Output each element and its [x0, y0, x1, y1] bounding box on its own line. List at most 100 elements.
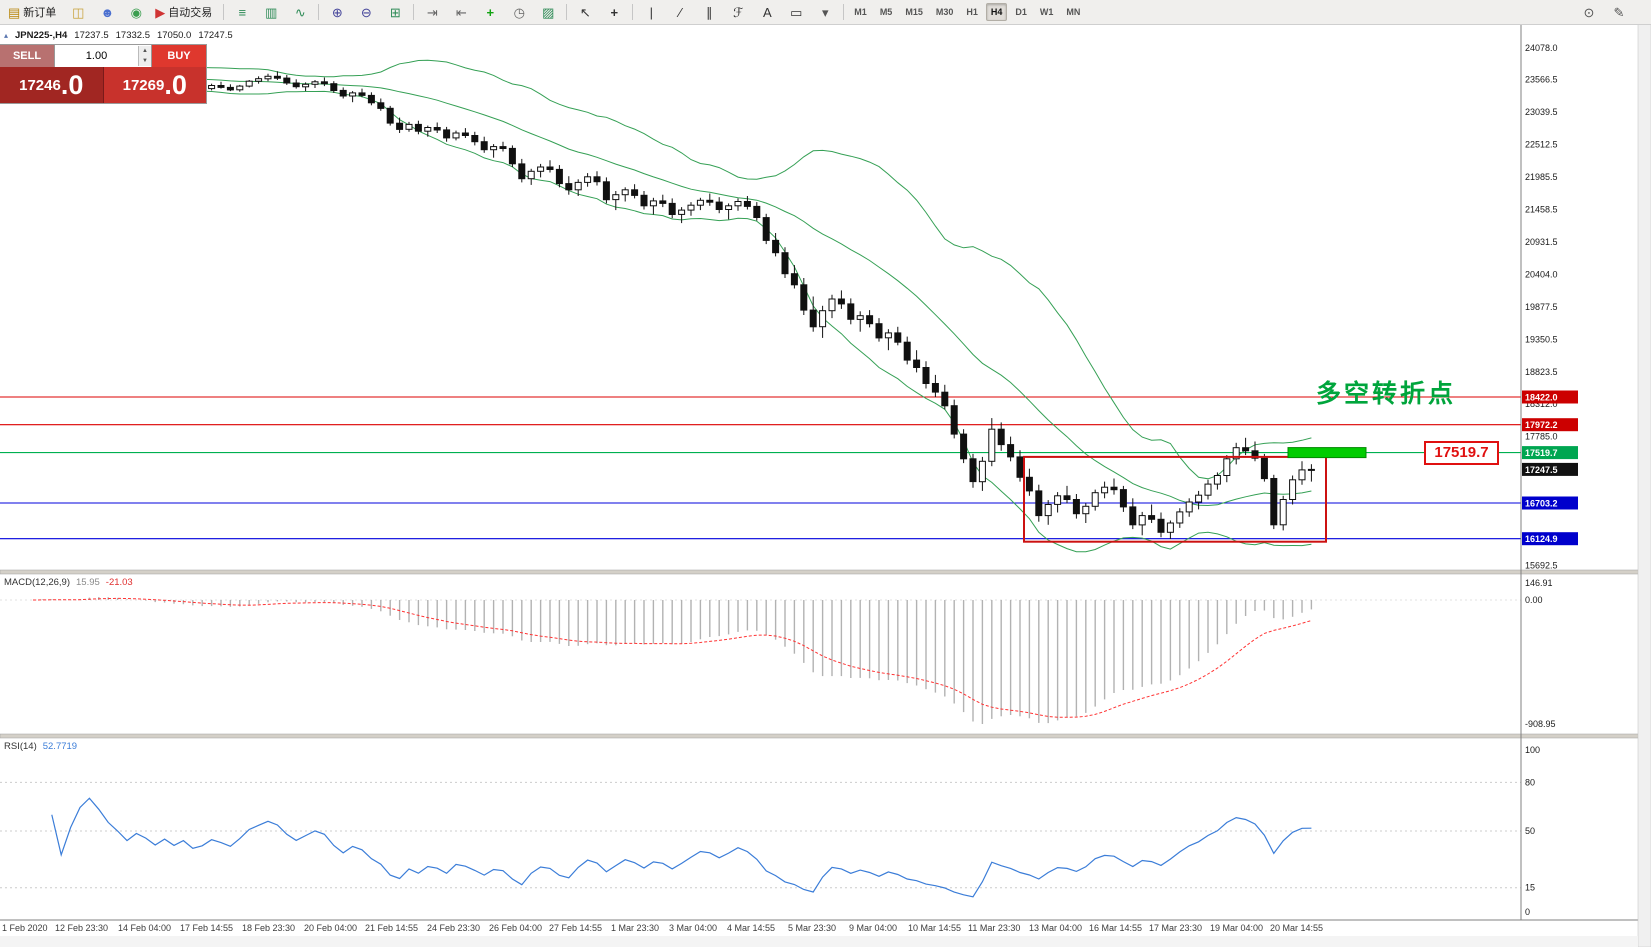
- timeframe-w1-button[interactable]: W1: [1039, 7, 1054, 17]
- annotation-price-tag[interactable]: 17519.7: [1424, 441, 1499, 465]
- edit-button[interactable]: ✎: [1605, 1, 1633, 23]
- timeframe-h4-button[interactable]: H4: [985, 3, 1008, 21]
- macd-pane-label: MACD(12,26,9) 15.95 -21.03: [4, 577, 133, 588]
- toolbar-separator: [566, 4, 568, 20]
- indicators-button[interactable]: +: [476, 1, 504, 23]
- annotation-red-box[interactable]: [1023, 455, 1327, 543]
- autotrade-button[interactable]: ▶ 自动交易: [151, 1, 219, 23]
- timeframe-mn-button[interactable]: MN: [1066, 7, 1081, 17]
- price-axis[interactable]: 24078.0 23566.5 23039.5 22512.5 21985.5 21458…: [1522, 43, 1578, 917]
- periods-button[interactable]: ◷: [505, 1, 533, 23]
- edit-icon: ✎: [1613, 4, 1625, 20]
- fibonacci-button[interactable]: ℱ: [724, 1, 752, 23]
- svg-text:18 Feb 23:30: 18 Feb 23:30: [242, 923, 295, 933]
- svg-text:19 Mar 04:00: 19 Mar 04:00: [1210, 923, 1263, 933]
- svg-text:-908.95: -908.95: [1525, 719, 1556, 729]
- time-axis[interactable]: 1 Feb 2020 12 Feb 23:30 14 Feb 04:00 17 Feb…: [2, 923, 1323, 933]
- cursor-button[interactable]: ↖: [571, 1, 599, 23]
- rsi-line: [51, 797, 1312, 898]
- chart-shift-icon: ⇤: [455, 4, 467, 20]
- candle-chart-button[interactable]: ▥: [257, 1, 285, 23]
- chart-shift-button[interactable]: ⇤: [447, 1, 475, 23]
- candle-chart-icon: ▥: [265, 4, 278, 20]
- annotation-turning-point-text[interactable]: 多空转折点: [1316, 380, 1457, 408]
- price-badge: 17519.7: [1522, 446, 1578, 460]
- volume-down-button[interactable]: ▼: [139, 56, 151, 66]
- community-icon: ◉: [130, 4, 142, 20]
- crosshair-icon: +: [610, 4, 619, 20]
- sell-price-frac: .0: [60, 69, 84, 100]
- svg-text:15: 15: [1525, 883, 1535, 893]
- macd-histogram: [41, 597, 1313, 724]
- svg-text:27 Feb 14:55: 27 Feb 14:55: [549, 923, 602, 933]
- zoom-out-button[interactable]: ⊖: [352, 1, 380, 23]
- sell-price-button[interactable]: 17246 .0: [0, 67, 103, 103]
- tile-windows-button[interactable]: ⊞: [381, 1, 409, 23]
- chart-marker-icon: ▴: [4, 31, 9, 40]
- separator-macd-rsi[interactable]: [0, 733, 1651, 739]
- price-badge: 17247.5: [1522, 462, 1578, 476]
- crosshair-button[interactable]: +: [600, 1, 628, 23]
- label-button[interactable]: ▭: [782, 1, 810, 23]
- svg-text:19350.5: 19350.5: [1525, 335, 1558, 345]
- search-icon: ⊙: [1583, 4, 1595, 20]
- svg-text:9 Mar 04:00: 9 Mar 04:00: [849, 923, 897, 933]
- separator-chart-macd[interactable]: [0, 569, 1651, 575]
- trendline-icon: ∕: [679, 4, 682, 20]
- auto-scroll-button[interactable]: ⇥: [418, 1, 446, 23]
- autotrade-button-label: 自动交易: [168, 7, 213, 19]
- sell-button[interactable]: SELL: [0, 45, 54, 67]
- ohlc-open: 17237.5: [74, 30, 109, 41]
- buy-price-frac: .0: [164, 69, 187, 100]
- bar-chart-icon: ≡: [238, 4, 247, 20]
- volume-up-button[interactable]: ▲: [139, 46, 151, 56]
- svg-text:14 Feb 04:00: 14 Feb 04:00: [118, 923, 171, 933]
- periods-icon: ◷: [513, 4, 525, 20]
- svg-text:19877.5: 19877.5: [1525, 302, 1558, 312]
- svg-text:5 Mar 23:30: 5 Mar 23:30: [788, 923, 836, 933]
- timeframe-d1-button[interactable]: D1: [1015, 7, 1027, 17]
- svg-text:11 Mar 23:30: 11 Mar 23:30: [968, 923, 1020, 933]
- profile-icon: ☻: [100, 4, 115, 20]
- level-lines[interactable]: [0, 396, 1521, 540]
- vertical-line-button[interactable]: |: [637, 1, 665, 23]
- shapes-button[interactable]: ▾: [811, 1, 839, 23]
- svg-text:24 Feb 23:30: 24 Feb 23:30: [427, 923, 480, 933]
- timeframe-m15-button[interactable]: M15: [905, 7, 923, 17]
- autotrade-icon: ▶: [155, 4, 166, 20]
- bar-chart-button[interactable]: ≡: [228, 1, 256, 23]
- zoom-in-button[interactable]: ⊕: [323, 1, 351, 23]
- timeframe-h1-button[interactable]: H1: [966, 7, 978, 17]
- buy-price-button[interactable]: 17269 .0: [103, 67, 206, 103]
- window-bottom-strip: [0, 936, 1638, 947]
- svg-text:17519.7: 17519.7: [1525, 448, 1558, 458]
- window-right-strip: [1637, 23, 1651, 947]
- profile-button[interactable]: ☻: [93, 1, 121, 23]
- timeframe-m5-button[interactable]: M5: [879, 7, 893, 17]
- chart-window-icon: ◫: [72, 4, 85, 20]
- search-button[interactable]: ⊙: [1575, 1, 1603, 23]
- volume-field: ▲ ▼: [54, 45, 152, 67]
- timeframe-m1-button[interactable]: M1: [854, 7, 867, 17]
- zoom-out-icon: ⊖: [360, 4, 372, 20]
- svg-text:26 Feb 04:00: 26 Feb 04:00: [489, 923, 542, 933]
- svg-text:3 Mar 04:00: 3 Mar 04:00: [669, 923, 717, 933]
- text-button[interactable]: A: [753, 1, 781, 23]
- timeframe-m30-button[interactable]: M30: [935, 7, 954, 17]
- buy-button[interactable]: BUY: [152, 45, 206, 67]
- annotation-green-bar[interactable]: [1287, 447, 1367, 459]
- community-button[interactable]: ◉: [122, 1, 150, 23]
- svg-text:21 Feb 14:55: 21 Feb 14:55: [365, 923, 418, 933]
- shapes-icon: ▾: [822, 4, 829, 20]
- svg-text:16124.9: 16124.9: [1525, 534, 1558, 544]
- new-order-button[interactable]: ▤ 新订单: [4, 1, 63, 23]
- templates-button[interactable]: ▨: [534, 1, 562, 23]
- line-chart-button[interactable]: ∿: [286, 1, 314, 23]
- chart-window-button[interactable]: ◫: [64, 1, 92, 23]
- volume-input[interactable]: [55, 49, 138, 63]
- trendline-button[interactable]: ∕: [666, 1, 694, 23]
- svg-text:0: 0: [1525, 907, 1530, 917]
- channel-button[interactable]: ∥: [695, 1, 723, 23]
- svg-text:50: 50: [1525, 826, 1535, 836]
